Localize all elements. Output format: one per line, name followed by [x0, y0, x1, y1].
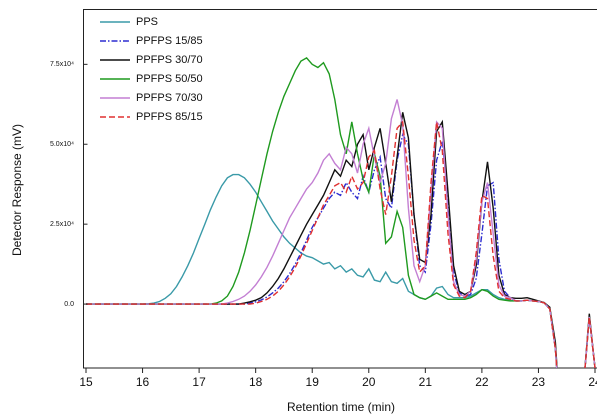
legend-label: PPFPS 30/70: [136, 54, 203, 66]
x-tick-label: 16: [136, 375, 150, 389]
plot-area: [86, 57, 596, 368]
legend-label: PPFPS 15/85: [136, 35, 203, 47]
x-tick-label: 15: [79, 375, 93, 389]
x-tick-label: 23: [532, 375, 546, 389]
x-tick-label: 18: [249, 375, 263, 389]
legend-label: PPS: [136, 16, 158, 28]
y-tick-label: 7.5x10⁴: [50, 61, 74, 68]
x-tick-label: 22: [475, 375, 489, 389]
legend-label: PPFPS 70/30: [136, 92, 203, 104]
x-tick-label: 19: [306, 375, 320, 389]
series-line: [86, 99, 596, 368]
x-tick-label: 20: [362, 375, 376, 389]
legend-label: PPFPS 50/50: [136, 73, 203, 85]
y-tick-label: 5.0x10⁴: [50, 141, 74, 148]
x-tick-label: 24: [588, 375, 597, 389]
x-axis-title: Retention time (min): [287, 400, 395, 414]
legend-label: PPFPS 85/15: [136, 111, 203, 123]
series-line: [86, 173, 596, 368]
series-line: [86, 120, 596, 368]
y-axis-title: Detector Response (mV): [10, 124, 24, 256]
x-tick-label: 21: [419, 375, 433, 389]
plot-frame: [83, 9, 597, 369]
y-tick-label: 2.5x10⁴: [50, 221, 74, 228]
y-tick-label: 0.0: [64, 301, 74, 308]
x-tick-label: 17: [192, 375, 206, 389]
